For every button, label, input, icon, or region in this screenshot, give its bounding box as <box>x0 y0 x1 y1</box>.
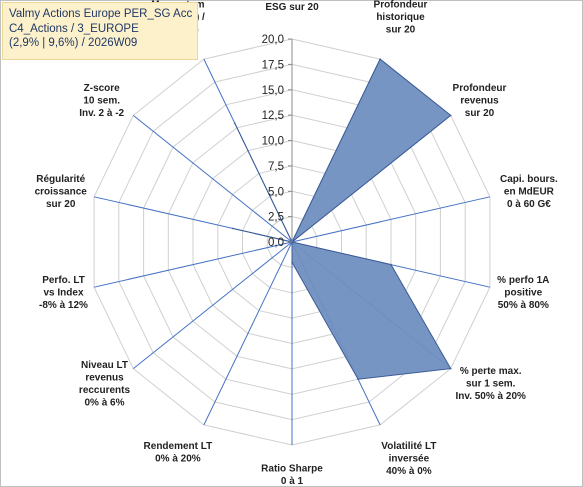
category-label-line: Z-score <box>84 83 121 94</box>
tick-label: 12,5 <box>262 110 284 122</box>
value-axis <box>288 38 293 243</box>
tick-label: 5,0 <box>268 186 284 198</box>
tick-label: 7,5 <box>268 161 284 173</box>
category-label-line: % perte max. <box>460 366 522 377</box>
category-label-line: sur 20 <box>386 25 416 36</box>
data-point <box>233 122 236 124</box>
data-point <box>449 114 452 117</box>
series-area <box>231 58 452 381</box>
category-label-line: inversée <box>389 454 430 465</box>
category-label-line: ESG sur 20 <box>265 2 319 13</box>
category-label-line: -8% à 12% <box>39 300 88 311</box>
tick-label: 15,0 <box>262 85 284 97</box>
axis-spoke <box>291 196 491 243</box>
category-label-line: Profondeur <box>453 83 507 94</box>
fund-category: C4_Actions / 3_EUROPE <box>9 22 139 35</box>
tick-label: 10,0 <box>262 136 284 148</box>
category-label-line: Régularité <box>36 174 85 185</box>
category-label-line: reccurents <box>79 385 131 396</box>
category-label-line: en MdEUR <box>504 187 555 198</box>
data-point <box>390 263 392 266</box>
category-label-line: positive <box>504 288 542 299</box>
category-label-line: Rendement LT <box>144 441 213 452</box>
tick-label: 2,5 <box>268 212 284 224</box>
data-point <box>379 58 381 60</box>
fund-period: (2,9% | 9,6%) / 2026W09 <box>9 37 138 49</box>
category-label-line: 0 à 60 G€ <box>507 199 551 210</box>
axis-spoke <box>132 115 293 243</box>
category-label-line: revenus <box>460 96 499 107</box>
category-label-line: Ratio Sharpe <box>261 464 323 475</box>
category-label: Capi. bours. en MdEUR 0 à 60 G€ <box>500 174 558 210</box>
series-polygon <box>232 58 452 380</box>
category-label-line: croissance <box>35 187 88 198</box>
category-label-line: sur 1 sem. <box>466 379 516 390</box>
category-label-line: % perfo 1A <box>497 275 549 286</box>
fund-info-box: Valmy Actions Europe PER_SG Acc C4_Actio… <box>2 2 198 60</box>
category-label-line: Inv. 2 à -2 <box>79 108 124 119</box>
axis-spoke <box>93 241 293 288</box>
category-label: Profondeur revenus sur 20 <box>453 83 507 119</box>
category-label: Niveau LT revenus reccurents 0% à 6% <box>79 360 131 409</box>
category-label: Ratio Sharpe 0 à 1 <box>261 464 323 487</box>
category-label: Profondeur historique sur 20 <box>374 0 428 36</box>
category-label: Z-score 10 sem. Inv. 2 à -2 <box>79 83 124 119</box>
category-label-line: Capi. bours. <box>500 174 558 185</box>
category-label: NoteESG sur 20 <box>265 0 319 13</box>
category-label: Volatilité LT inversée 40% à 0% <box>381 441 436 477</box>
category-label-line: Inv. 50% à 20% <box>455 391 526 402</box>
category-label-line: 40% à 0% <box>386 466 432 477</box>
tick-label: 0,0 <box>268 237 284 249</box>
axis-spoke <box>203 241 293 426</box>
category-label-line: sur 20 <box>465 108 495 119</box>
data-point <box>357 378 359 381</box>
category-label-line: 50% à 80% <box>498 300 549 311</box>
category-label: % perte max. sur 1 sem. Inv. 50% à 20% <box>455 366 526 402</box>
tick-label: 20,0 <box>262 34 284 46</box>
category-label-line: Perfo. LT <box>42 275 85 286</box>
category-label-line: Volatilité LT <box>381 441 436 452</box>
data-point <box>291 261 293 264</box>
category-label: Rendement LT 0% à 20% <box>144 441 213 465</box>
category-label: Régularité croissance sur 20 <box>35 174 88 210</box>
category-label-line: historique <box>376 12 425 23</box>
category-label: Perfo. LT vs Index -8% à 12% <box>39 275 88 311</box>
category-label-line: 0% à 20% <box>155 454 201 465</box>
category-label: % perfo 1A positive 50% à 80% <box>497 275 549 311</box>
category-label-line: Note <box>281 0 304 1</box>
tick-label: 17,5 <box>262 59 284 71</box>
category-label-line: Profondeur <box>374 0 428 11</box>
data-point <box>449 367 452 370</box>
category-label-line: vs Index <box>43 288 83 299</box>
category-label-line: 0% à 6% <box>84 397 124 408</box>
category-label-line: 0 à 1 <box>281 476 304 487</box>
category-label-line: Niveau LT <box>81 360 128 371</box>
tick-labels: 0,0 2,5 5,0 7,5 10,0 12,5 15,0 17,5 20,0 <box>262 34 284 249</box>
fund-name: Valmy Actions Europe PER_SG Acc <box>9 8 193 20</box>
category-label-line: sur 20 <box>46 199 76 210</box>
category-label-line: revenus <box>85 372 124 383</box>
axis-spoke <box>132 241 293 369</box>
data-point <box>231 227 234 230</box>
category-label-line: 10 sem. <box>83 96 120 107</box>
